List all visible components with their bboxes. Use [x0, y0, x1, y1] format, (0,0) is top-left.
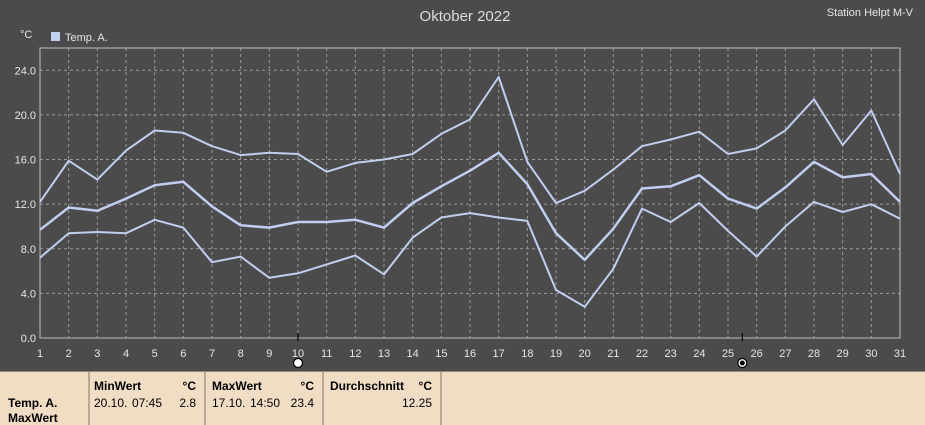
- min-date: 20.10.: [94, 396, 128, 410]
- x-tick-label: 4: [123, 348, 129, 360]
- x-tick-label: 27: [779, 348, 791, 360]
- x-tick-label: 10: [292, 348, 304, 360]
- plot-frame: [39, 47, 901, 339]
- grid: [40, 48, 900, 338]
- y-tick-label: 4.0: [21, 288, 36, 300]
- max-header: MaxWert: [212, 379, 262, 393]
- y-tick-label: 24.0: [15, 65, 36, 77]
- x-tick-label: 2: [66, 348, 72, 360]
- max-time: 14:50: [250, 396, 281, 410]
- axes: 0.04.08.012.016.020.024.01 2 3 4 5 6 7 8 9 10 11 12…: [15, 47, 906, 360]
- x-tick-label: 22: [636, 348, 648, 360]
- x-tick-label: 3: [94, 348, 100, 360]
- x-tick-label: 19: [550, 348, 562, 360]
- x-tick-label: 15: [435, 348, 447, 360]
- x-tick-label: 17: [493, 348, 505, 360]
- x-tick-label: 29: [837, 348, 849, 360]
- x-tick-label: 31: [894, 348, 906, 360]
- series-line-mean: [39, 151, 901, 262]
- temperature-chart: Oktober 2022 Station Helpt M-V °C Temp. …: [15, 7, 914, 369]
- y-tick-label: 20.0: [15, 110, 36, 122]
- summary-label-cell: [0, 372, 90, 425]
- x-tick-label: 21: [607, 348, 619, 360]
- x-tick-label: 14: [407, 348, 419, 360]
- y-tick-label: 12.0: [15, 199, 36, 211]
- avg-cell: Durchschnitt °C 12.25: [324, 372, 442, 425]
- series-lines: [39, 76, 901, 308]
- x-tick-label: 12: [349, 348, 361, 360]
- min-unit: °C: [182, 379, 196, 393]
- max-unit: °C: [300, 379, 314, 393]
- marker-open-circle: [292, 357, 304, 369]
- x-tick-label: 26: [751, 348, 763, 360]
- x-tick-label: 11: [321, 348, 332, 360]
- x-tick-label: 28: [808, 348, 820, 360]
- y-tick-label: 0.0: [21, 333, 36, 345]
- x-tick-label: 24: [693, 348, 705, 360]
- min-value: 2.8: [179, 396, 196, 410]
- x-tick-label: 25: [722, 348, 734, 360]
- min-time: 07:45: [132, 396, 163, 410]
- legend-swatch: [51, 32, 60, 41]
- x-tick-label: 20: [579, 348, 591, 360]
- max-cell: MaxWert °C 17.10. 14:50 23.4: [206, 372, 324, 425]
- min-header: MinWert: [94, 379, 142, 393]
- x-tick-label: 18: [521, 348, 533, 360]
- x-tick-label: 7: [209, 348, 215, 360]
- series-line-min: [39, 200, 901, 308]
- summary-row-sublabel: MaxWert: [8, 411, 58, 425]
- station-name: Station Helpt M-V: [827, 7, 914, 19]
- x-tick-label: 1: [37, 348, 43, 360]
- x-tick-label: 23: [665, 348, 677, 360]
- x-tick-label: 5: [152, 348, 158, 360]
- max-value: 23.4: [290, 396, 314, 410]
- legend-label: Temp. A.: [65, 32, 108, 44]
- series-line-max: [39, 76, 901, 204]
- avg-value: 12.25: [401, 396, 432, 410]
- summary-panel: Temp. A. MaxWert MinWert °C 20.10. 07:45…: [0, 371, 925, 425]
- y-tick-label: 16.0: [15, 155, 36, 167]
- x-tick-label: 6: [180, 348, 186, 360]
- x-tick-label: 16: [464, 348, 476, 360]
- min-cell: MinWert °C 20.10. 07:45 2.8: [88, 372, 206, 425]
- max-date: 17.10.: [212, 396, 246, 410]
- y-axis-unit: °C: [20, 29, 32, 41]
- x-tick-label: 30: [865, 348, 877, 360]
- marker-filled-dot: [739, 360, 745, 366]
- x-tick-label: 9: [266, 348, 272, 360]
- x-tick-label: 8: [238, 348, 244, 360]
- axis-markers: [292, 333, 748, 369]
- avg-unit: °C: [418, 379, 432, 393]
- avg-header: Durchschnitt: [330, 379, 405, 393]
- y-tick-label: 8.0: [21, 244, 36, 256]
- chart-title: Oktober 2022: [420, 8, 511, 25]
- summary-row-label: Temp. A.: [8, 396, 58, 410]
- x-tick-label: 13: [378, 348, 390, 360]
